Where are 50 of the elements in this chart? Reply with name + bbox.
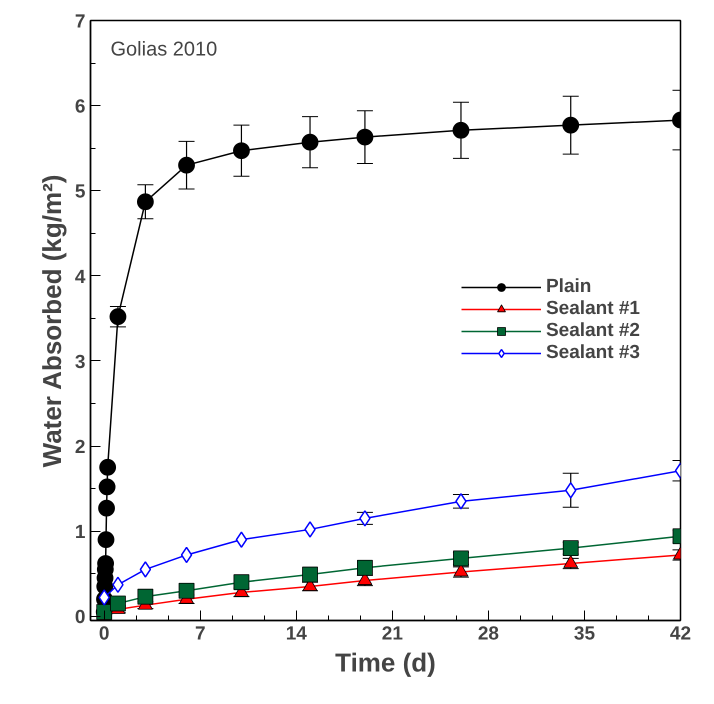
point [234,574,250,590]
x-tick-label: 28 [478,624,499,644]
point [99,458,116,476]
point [564,482,576,499]
point [140,561,152,578]
legend-label: Sealant #3 [546,342,640,364]
x-tick-label: 21 [382,624,404,644]
point [98,589,110,606]
point [136,193,154,210]
annotation: Golias 2010 [110,38,218,60]
x-tick-label: 0 [98,624,110,644]
point [233,142,250,160]
x-tick-label: 14 [286,624,308,644]
y-tick-label: 3 [74,352,86,373]
y-axis-title: Water Absorbed (kg/m²) [36,174,67,468]
point [357,560,373,576]
point [455,493,467,510]
legend-label: Sealant #2 [546,320,640,342]
point [302,566,318,582]
point [562,540,579,556]
point [178,582,194,599]
y-tick-label: 0 [74,607,86,628]
x-tick-label: 7 [194,624,206,644]
point [98,478,116,496]
legend-label: Sealant #1 [546,298,640,320]
point [98,500,115,517]
y-tick-label: 5 [74,182,86,203]
point [236,531,248,548]
y-tick-label: 1 [74,522,86,544]
point [180,546,192,564]
x-tick-label: 35 [574,624,596,644]
point [304,521,316,538]
point [98,531,114,548]
point [452,122,470,139]
y-tick-label: 2 [74,437,86,458]
x-axis-title: Time (d) [335,648,436,678]
point [562,116,580,134]
point [356,128,374,146]
point [110,596,126,612]
point [302,134,318,151]
point [453,550,469,566]
point [359,510,371,527]
legend-label: Plain [546,276,592,298]
x-tick-label: 42 [670,624,692,644]
y-tick-label: 4 [74,266,86,288]
point [137,588,154,605]
point [112,576,124,594]
y-tick-label: 6 [74,96,86,118]
point [178,156,195,174]
y-tick-label: 7 [74,12,86,32]
